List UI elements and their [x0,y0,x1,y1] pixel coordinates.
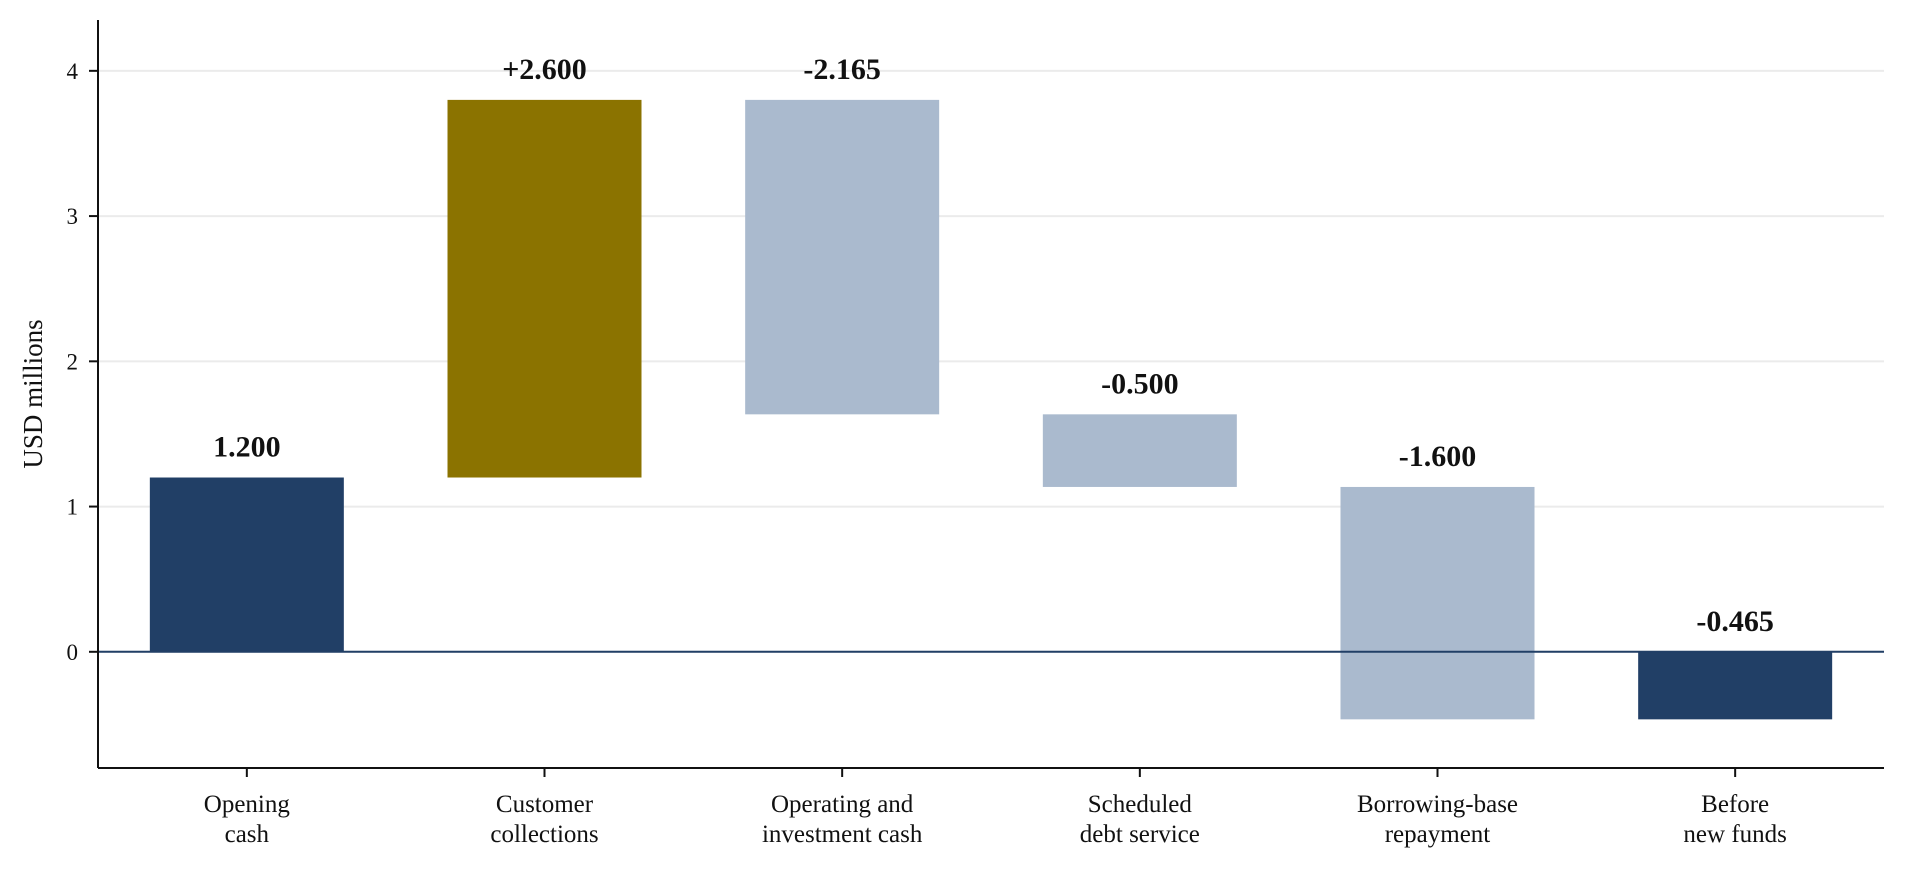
bar-4 [1042,414,1237,487]
data-label: 1.200 [213,431,281,464]
data-labels: 1.200 +2.600 -2.165 -0.500 -1.600 -0.465 [213,53,1774,638]
axes [97,20,1884,769]
y-tick-label: 0 [67,640,79,665]
y-tick-label: 2 [67,349,79,374]
bar-3 [745,99,940,415]
gridlines [98,69,1884,653]
data-label: -0.500 [1101,367,1179,400]
bar-1 [149,477,344,652]
data-label: +2.600 [502,53,587,86]
y-tick-label: 1 [67,495,79,520]
bar-2 [447,99,642,478]
y-tick-label: 4 [67,59,79,84]
x-tick-label: Scheduled debt service [1080,791,1200,848]
bars [149,99,1833,720]
x-tick-label: Opening cash [204,791,291,848]
y-ticks: 0 1 2 3 4 [67,59,98,665]
x-ticks: Opening cash Customer collections Operating … [204,768,1787,848]
y-tick-label: 3 [67,204,79,229]
x-tick-label: Operating and investment cash [762,791,923,848]
x-tick-label: Customer collections [490,791,598,848]
data-label: -1.600 [1399,440,1477,473]
y-axis-title: USD millions [18,319,48,468]
data-label: -2.165 [803,53,881,86]
x-tick-label: Borrowing-base repayment [1357,791,1518,848]
bar-5 [1340,486,1535,720]
data-label: -0.465 [1696,605,1774,638]
x-tick-label: Before new funds [1683,791,1786,848]
bar-6 [1638,651,1833,720]
